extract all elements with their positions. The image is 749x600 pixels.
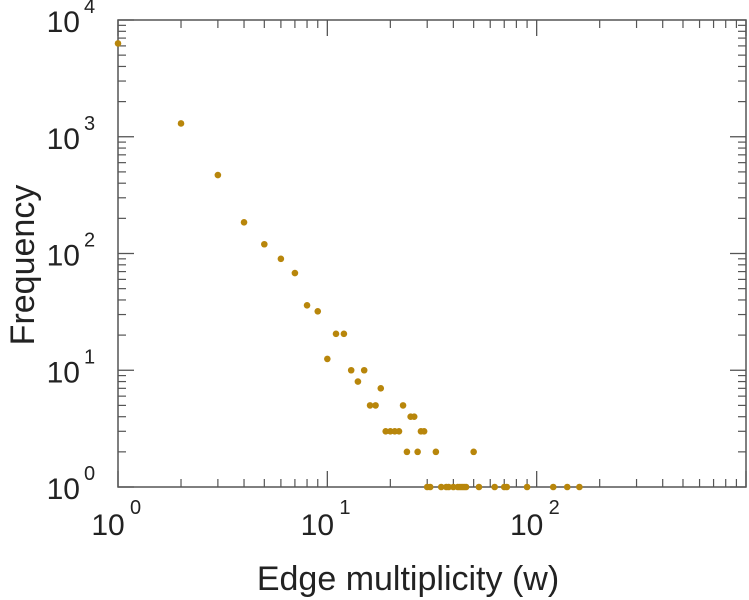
data-point [340, 330, 348, 338]
data-point [445, 483, 453, 491]
data-point [432, 448, 440, 456]
y-tick-exponent: 3 [84, 113, 95, 135]
data-point [549, 483, 557, 491]
data-point [354, 378, 362, 385]
data-point [563, 483, 571, 491]
y-tick-label: 10 [47, 6, 80, 39]
data-point [114, 40, 122, 47]
x-tick-exponent: 2 [549, 497, 560, 519]
data-point [324, 355, 331, 363]
data-point [470, 448, 477, 456]
x-tick-label: 10 [91, 509, 124, 542]
data-point [420, 427, 428, 435]
data-point [360, 366, 368, 374]
data-point [277, 255, 285, 263]
y-tick-label: 10 [47, 356, 80, 389]
data-point [475, 483, 483, 491]
major-ticks [117, 19, 747, 488]
x-tick-label: 10 [301, 509, 334, 542]
data-point [240, 219, 248, 226]
data-point [291, 269, 299, 277]
data-point [214, 171, 222, 179]
y-tick-label: 10 [47, 123, 80, 156]
data-point [410, 413, 418, 421]
data-point [491, 483, 498, 491]
y-tick-label: 10 [47, 240, 80, 273]
y-axis-label: Frequency [4, 185, 42, 346]
data-point [314, 307, 322, 315]
y-tick-exponent: 4 [84, 0, 95, 18]
data-point [347, 366, 355, 374]
y-tick-label: 10 [47, 473, 80, 506]
data-point [437, 483, 445, 491]
data-point [177, 120, 185, 127]
data-point [372, 402, 379, 409]
x-axis-label: Edge multiplicity (w) [257, 560, 559, 598]
data-points [114, 40, 583, 491]
y-tick-exponent: 2 [84, 230, 95, 252]
data-point [377, 385, 385, 392]
data-point [426, 483, 434, 491]
data-point [332, 330, 340, 338]
x-tick-exponent: 0 [130, 497, 141, 519]
data-point [503, 483, 511, 491]
data-point [399, 402, 407, 409]
y-tick-exponent: 0 [84, 463, 95, 485]
data-point [382, 427, 389, 435]
data-point [303, 302, 311, 309]
minor-ticks [118, 20, 746, 487]
data-point [414, 448, 421, 456]
data-point [576, 483, 583, 491]
y-tick-exponent: 1 [84, 346, 95, 368]
data-point [462, 483, 470, 491]
data-point [403, 448, 411, 456]
x-tick-exponent: 1 [339, 497, 350, 519]
data-point [395, 427, 403, 435]
data-point [366, 402, 374, 409]
plot-frame [117, 19, 747, 488]
x-tick-label: 10 [510, 509, 543, 542]
data-point [261, 240, 268, 248]
data-point [523, 483, 531, 491]
